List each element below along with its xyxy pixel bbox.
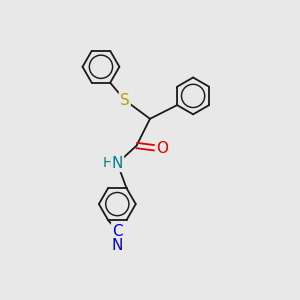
Text: N: N (112, 238, 123, 253)
Text: N: N (112, 156, 123, 171)
Text: S: S (120, 93, 130, 108)
Text: C: C (112, 224, 123, 239)
Text: O: O (156, 141, 168, 156)
Text: H: H (102, 156, 113, 170)
